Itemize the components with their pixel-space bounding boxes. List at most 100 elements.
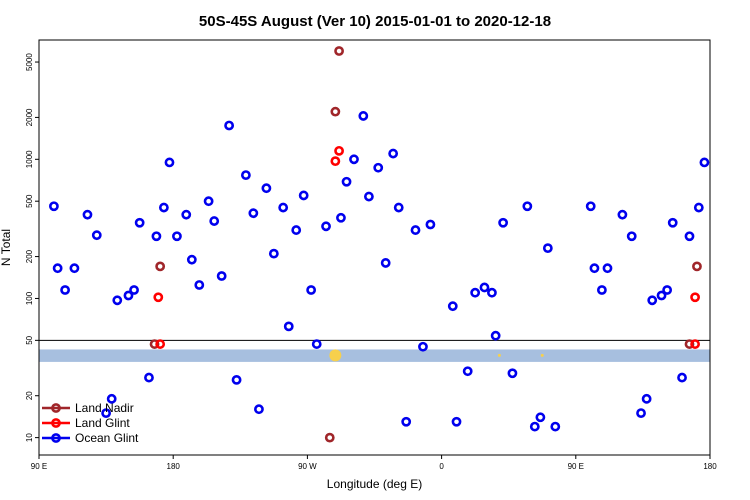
data-point <box>123 290 134 301</box>
data-point <box>447 301 458 312</box>
axes-layer: 90 E 180 90 W 0 90 E 180 10 20 50 100 200 500 1000 20… <box>25 53 717 471</box>
data-point <box>662 285 673 295</box>
data-point <box>550 421 561 432</box>
data-point <box>186 254 197 265</box>
data-point <box>401 416 412 427</box>
data-point <box>336 212 346 223</box>
data-point <box>149 339 160 349</box>
data-point <box>364 191 374 202</box>
data-point <box>479 282 490 293</box>
data-point <box>341 176 352 187</box>
data-point <box>334 46 344 56</box>
data-point <box>268 248 279 259</box>
data-point <box>522 201 533 212</box>
y-tick-label: 500 <box>25 194 34 208</box>
data-point <box>451 416 462 427</box>
y-axis-label: N Total <box>0 229 13 266</box>
data-point <box>542 243 553 254</box>
data-point <box>106 393 117 404</box>
data-point <box>172 231 182 242</box>
data-point <box>529 421 540 432</box>
legend-label: Ocean Glint <box>75 431 139 445</box>
data-point <box>388 148 399 159</box>
x-tick-label: 90 E <box>568 462 584 471</box>
data-point <box>617 209 628 220</box>
data-point <box>330 106 341 117</box>
data-point <box>693 202 704 213</box>
data-point <box>112 295 123 306</box>
x-tick-label: 90 W <box>298 462 317 471</box>
data-point <box>425 219 436 230</box>
data-point <box>153 292 164 303</box>
legend-marker <box>51 403 61 413</box>
chart-title: 50S-45S August (Ver 10) 2015-01-01 to 20… <box>199 13 551 30</box>
data-point <box>462 366 473 377</box>
y-tick-label: 20 <box>25 391 34 400</box>
data-point <box>224 120 235 131</box>
y-tick-label: 5000 <box>25 53 34 71</box>
data-point <box>692 261 702 272</box>
data-point <box>490 330 501 341</box>
band-layer <box>39 349 710 362</box>
data-point <box>373 162 384 173</box>
data-point <box>129 285 139 295</box>
data-point <box>641 393 652 404</box>
data-point <box>203 196 214 207</box>
data-point <box>151 231 162 242</box>
data-point <box>60 285 70 295</box>
data-point <box>144 372 154 383</box>
y-tick-label: 200 <box>25 249 34 263</box>
data-point <box>470 287 481 298</box>
data-point <box>585 201 596 212</box>
data-point <box>380 258 391 268</box>
y-tick-label: 1000 <box>25 150 34 168</box>
data-point <box>602 263 613 274</box>
data-point <box>49 201 59 212</box>
legend-label: Land Nadir <box>75 401 134 415</box>
data-point <box>155 261 166 272</box>
data-point <box>656 290 667 301</box>
data-point <box>283 321 294 332</box>
y-tick-label: 100 <box>25 291 34 305</box>
data-point <box>298 190 309 201</box>
points-layer <box>49 46 710 443</box>
band-marker <box>329 349 342 362</box>
data-point <box>699 157 710 168</box>
y-tick-label: 50 <box>25 335 34 344</box>
data-point <box>690 292 700 303</box>
data-point <box>677 372 687 383</box>
data-point <box>334 145 344 156</box>
data-point <box>667 217 678 228</box>
data-point <box>291 225 302 235</box>
data-point <box>358 111 369 121</box>
data-point <box>91 230 102 241</box>
plot-frame <box>38 39 711 456</box>
data-point <box>535 412 546 423</box>
data-point <box>393 202 404 213</box>
band-marker <box>540 353 544 357</box>
data-point <box>418 341 428 352</box>
data-point <box>324 432 335 443</box>
data-point <box>684 339 695 349</box>
x-tick-label: 0 <box>439 462 444 471</box>
data-point <box>181 209 192 220</box>
data-band <box>39 349 710 362</box>
data-point <box>636 408 646 419</box>
legend-marker <box>51 418 61 428</box>
x-tick-label: 180 <box>703 462 717 471</box>
legend-marker <box>51 433 61 443</box>
data-point <box>134 217 145 228</box>
data-point <box>52 263 63 274</box>
data-point <box>349 154 359 165</box>
data-point <box>589 263 600 274</box>
data-point <box>164 157 175 168</box>
data-point <box>101 408 111 419</box>
y-tick-label: 2000 <box>25 108 34 126</box>
data-point <box>240 170 251 180</box>
y-tick-label: 10 <box>25 433 34 442</box>
data-point <box>231 374 242 385</box>
data-point <box>158 202 169 213</box>
x-axis-label: Longitude (deg E) <box>327 477 422 491</box>
